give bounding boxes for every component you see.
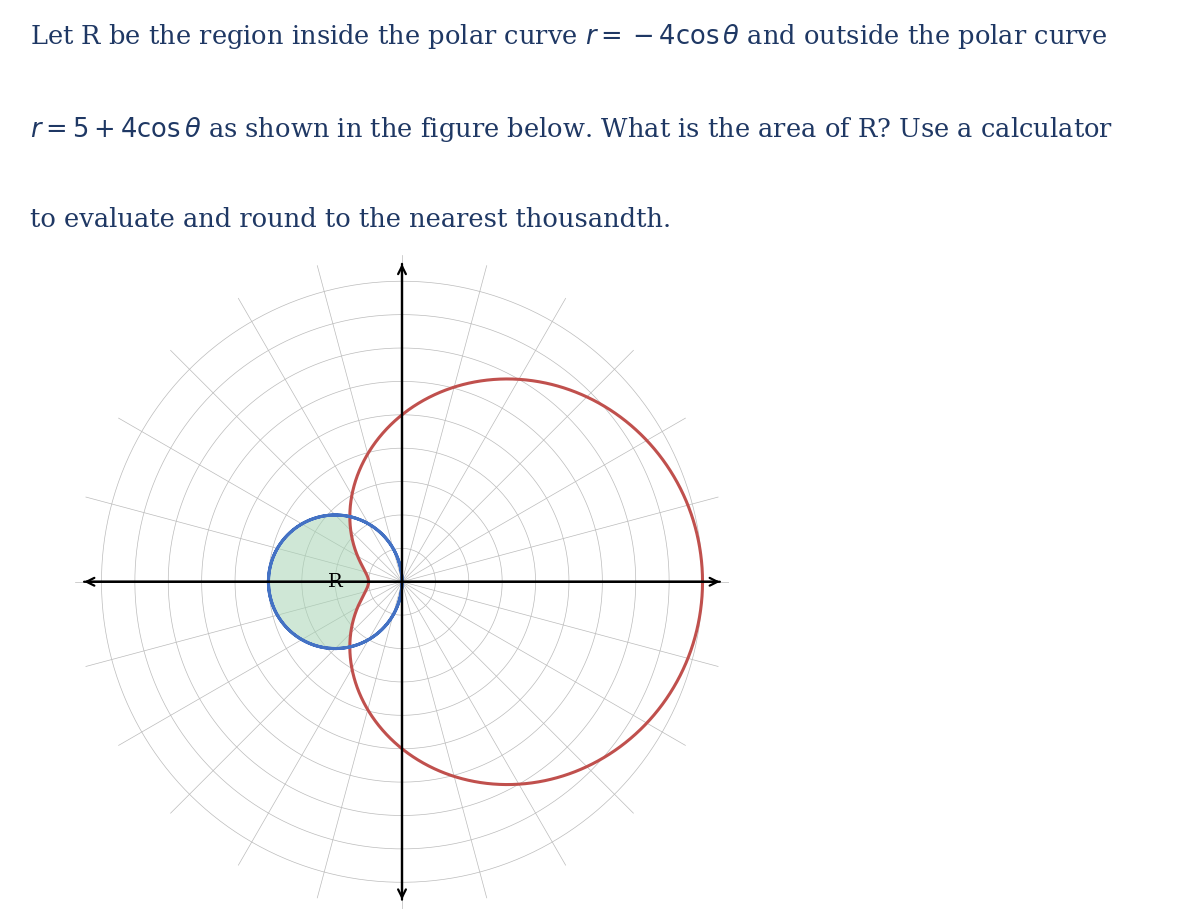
Polygon shape <box>269 515 368 648</box>
Text: $r = 5 + 4\cos\theta$ as shown in the figure below. What is the area of R? Use a: $r = 5 + 4\cos\theta$ as shown in the fi… <box>30 115 1112 144</box>
Text: to evaluate and round to the nearest thousandth.: to evaluate and round to the nearest tho… <box>30 207 671 233</box>
Text: R: R <box>328 573 342 591</box>
Text: Let R be the region inside the polar curve $r = -4\cos\theta$ and outside the po: Let R be the region inside the polar cur… <box>30 22 1106 51</box>
